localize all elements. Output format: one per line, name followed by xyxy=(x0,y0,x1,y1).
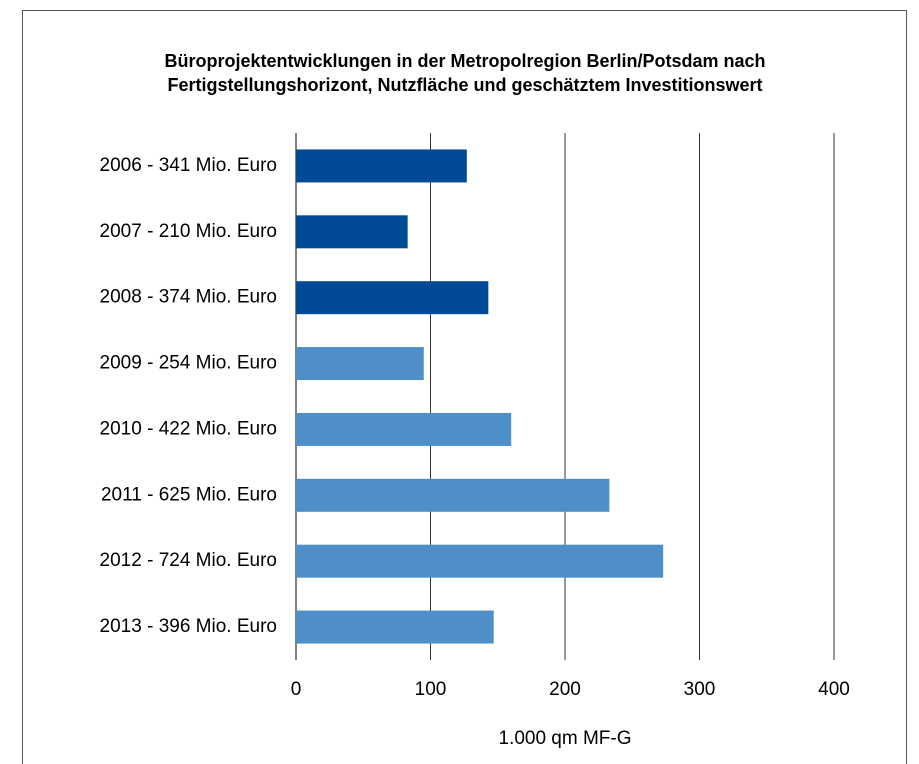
x-tick-label: 100 xyxy=(415,679,447,700)
y-tick-label: 2007 - 210 Mio. Euro xyxy=(100,221,277,242)
bar xyxy=(296,215,408,249)
y-tick-label: 2008 - 374 Mio. Euro xyxy=(100,287,277,308)
chart-title: Büroprojektentwicklungen in der Metropol… xyxy=(164,51,765,71)
y-tick-label: 2012 - 724 Mio. Euro xyxy=(100,550,277,571)
bar xyxy=(296,149,467,183)
bar xyxy=(296,544,664,578)
chart-frame xyxy=(22,10,907,764)
x-tick-label: 200 xyxy=(549,679,581,700)
bar xyxy=(296,281,489,315)
x-tick-label: 300 xyxy=(684,679,716,700)
x-tick-label: 0 xyxy=(291,679,302,700)
x-axis-title: 1.000 qm MF-G xyxy=(498,728,631,749)
chart-title: Fertigstellungshorizont, Nutzfläche und … xyxy=(167,75,762,95)
y-tick-label: 2010 - 422 Mio. Euro xyxy=(100,418,277,439)
y-tick-label: 2006 - 341 Mio. Euro xyxy=(100,155,277,176)
y-tick-label: 2009 - 254 Mio. Euro xyxy=(100,353,277,374)
y-tick-label: 2011 - 625 Mio. Euro xyxy=(101,484,277,505)
x-tick-label: 400 xyxy=(818,679,850,700)
bar xyxy=(296,412,512,446)
bar xyxy=(296,347,424,381)
y-tick-label: 2013 - 396 Mio. Euro xyxy=(100,616,277,637)
bar xyxy=(296,478,610,512)
bar xyxy=(296,610,494,644)
